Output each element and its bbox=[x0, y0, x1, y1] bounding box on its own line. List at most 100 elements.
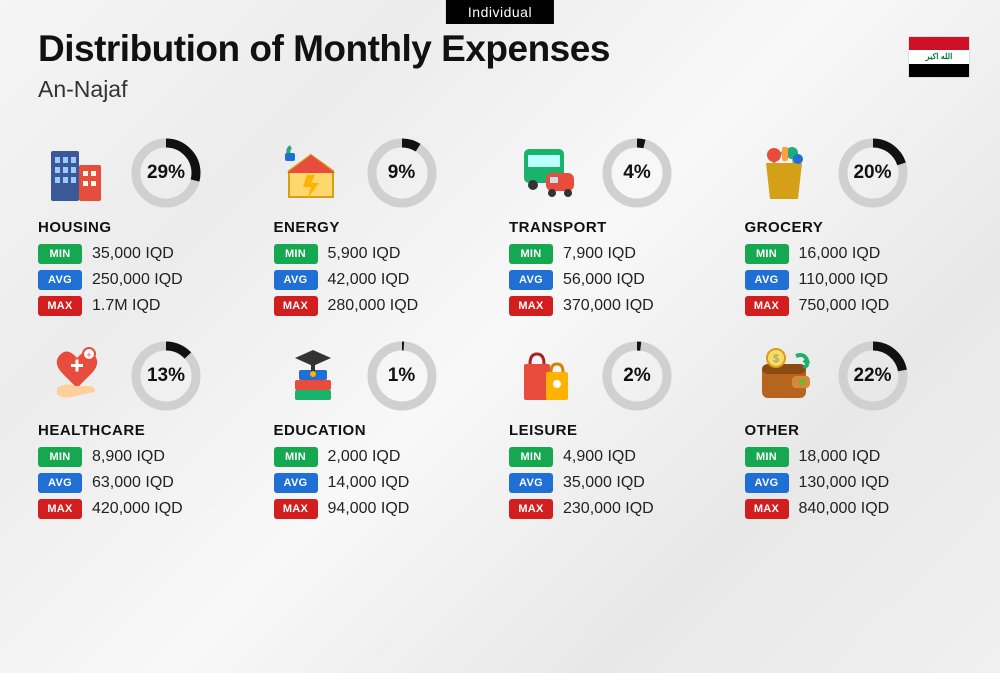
stat-row-max: MAX 1.7M IQD bbox=[38, 296, 256, 316]
avg-value: 35,000 IQD bbox=[563, 474, 645, 492]
max-tag: MAX bbox=[509, 499, 553, 519]
category-grid: 29%HOUSINGMIN35,000 IQDAVG250,000 IQDMAX… bbox=[0, 111, 1000, 519]
stat-row-avg: AVG 56,000 IQD bbox=[509, 270, 727, 290]
category-card-leisure: 2% LEISURE MIN 4,900 IQD AVG 35,000 IQD MAX 230… bbox=[509, 338, 727, 519]
avg-tag: AVG bbox=[38, 270, 82, 290]
min-value: 35,000 IQD bbox=[92, 245, 174, 263]
percent-value: 1% bbox=[366, 340, 438, 412]
stat-row-min: MIN 2,000 IQD bbox=[274, 447, 492, 467]
stat-row-avg: AVG110,000 IQD bbox=[745, 270, 963, 290]
avg-value: 56,000 IQD bbox=[563, 271, 645, 289]
percent-donut: 1% bbox=[366, 340, 438, 412]
max-tag: MAX bbox=[509, 296, 553, 316]
stat-row-min: MIN 4,900 IQD bbox=[509, 447, 727, 467]
category-card-housing: 29% HOUSING MIN35,000 IQD AVG 250,000 IQD MAX… bbox=[38, 135, 256, 316]
max-value: 230,000 IQD bbox=[563, 500, 654, 518]
stats-list: MIN 2,000 IQD AVG 14,000 IQD MAX94,000 IQD bbox=[274, 447, 492, 519]
energy-house-icon bbox=[274, 137, 352, 209]
max-value: 420,000 IQD bbox=[92, 500, 183, 518]
shopping-bags-icon bbox=[509, 340, 587, 412]
percent-donut: 13% bbox=[130, 340, 202, 412]
category-card-energy: 9% ENERGY MIN5,900 IQD AVG 42,000 IQD MAX280,… bbox=[274, 135, 492, 316]
min-tag: MIN bbox=[509, 447, 553, 467]
category-name: ENERGY bbox=[274, 219, 492, 236]
stat-row-avg: AVG63,000 IQD bbox=[38, 473, 256, 493]
stat-row-min: MIN5,900 IQD bbox=[274, 244, 492, 264]
svg-text:+: + bbox=[86, 350, 91, 360]
avg-tag: AVG bbox=[745, 473, 789, 493]
min-value: 16,000 IQD bbox=[799, 245, 881, 263]
stat-row-max: MAX 840,000 IQD bbox=[745, 499, 963, 519]
min-value: 2,000 IQD bbox=[328, 448, 401, 466]
max-tag: MAX bbox=[745, 296, 789, 316]
percent-value: 4% bbox=[601, 137, 673, 209]
category-name: OTHER bbox=[745, 422, 963, 439]
percent-value: 22% bbox=[837, 340, 909, 412]
buildings-icon bbox=[38, 137, 116, 209]
category-name: HOUSING bbox=[38, 219, 256, 236]
stat-row-max: MAX 230,000 IQD bbox=[509, 499, 727, 519]
percent-value: 29% bbox=[130, 137, 202, 209]
percent-value: 20% bbox=[837, 137, 909, 209]
stats-list: MIN5,900 IQD AVG 42,000 IQD MAX280,000 IQD bbox=[274, 244, 492, 316]
stat-row-min: MIN16,000 IQD bbox=[745, 244, 963, 264]
percent-donut: 4% bbox=[601, 137, 673, 209]
category-name: LEISURE bbox=[509, 422, 727, 439]
avg-value: 250,000 IQD bbox=[92, 271, 183, 289]
max-tag: MAX bbox=[38, 499, 82, 519]
min-tag: MIN bbox=[274, 244, 318, 264]
heart-hand-icon: + bbox=[38, 340, 116, 412]
max-tag: MAX bbox=[274, 296, 318, 316]
max-tag: MAX bbox=[745, 499, 789, 519]
max-value: 1.7M IQD bbox=[92, 297, 160, 315]
avg-value: 14,000 IQD bbox=[328, 474, 410, 492]
bus-car-icon bbox=[509, 137, 587, 209]
min-value: 8,900 IQD bbox=[92, 448, 165, 466]
stat-row-max: MAX 750,000 IQD bbox=[745, 296, 963, 316]
max-value: 750,000 IQD bbox=[799, 297, 890, 315]
books-cap-icon bbox=[274, 340, 352, 412]
min-value: 4,900 IQD bbox=[563, 448, 636, 466]
avg-tag: AVG bbox=[274, 270, 318, 290]
min-tag: MIN bbox=[509, 244, 553, 264]
category-name: GROCERY bbox=[745, 219, 963, 236]
stat-row-avg: AVG 35,000 IQD bbox=[509, 473, 727, 493]
avg-tag: AVG bbox=[509, 270, 553, 290]
category-card-other: $22%OTHERMIN18,000 IQDAVG130,000 IQDMAX8… bbox=[745, 338, 963, 519]
page-subtitle: An-Najaf bbox=[38, 76, 962, 103]
max-value: 840,000 IQD bbox=[799, 500, 890, 518]
stats-list: MIN16,000 IQD AVG110,000 IQD MAX 750,000 IQ… bbox=[745, 244, 963, 316]
avg-value: 130,000 IQD bbox=[799, 474, 890, 492]
category-card-education: 1% EDUCATION MIN 2,000 IQD AVG 14,000 IQD MAX9… bbox=[274, 338, 492, 519]
min-tag: MIN bbox=[745, 447, 789, 467]
percent-value: 13% bbox=[130, 340, 202, 412]
stat-row-avg: AVG 42,000 IQD bbox=[274, 270, 492, 290]
stat-row-avg: AVG 130,000 IQD bbox=[745, 473, 963, 493]
percent-value: 2% bbox=[601, 340, 673, 412]
stat-row-max: MAX94,000 IQD bbox=[274, 499, 492, 519]
avg-value: 42,000 IQD bbox=[328, 271, 410, 289]
avg-tag: AVG bbox=[38, 473, 82, 493]
wallet-icon: $ bbox=[745, 340, 823, 412]
min-tag: MIN bbox=[38, 447, 82, 467]
stats-list: MIN 4,900 IQD AVG 35,000 IQD MAX 230,000 IQD bbox=[509, 447, 727, 519]
percent-donut: 29% bbox=[130, 137, 202, 209]
header: Distribution of Monthly Expenses An-Naja… bbox=[0, 0, 1000, 111]
max-value: 94,000 IQD bbox=[328, 500, 410, 518]
percent-value: 9% bbox=[366, 137, 438, 209]
category-card-healthcare: +13%HEALTHCAREMIN8,900 IQDAVG63,000 IQDM… bbox=[38, 338, 256, 519]
max-tag: MAX bbox=[38, 296, 82, 316]
category-name: EDUCATION bbox=[274, 422, 492, 439]
stats-list: MIN18,000 IQDAVG130,000 IQDMAX840,000 IQ… bbox=[745, 447, 963, 519]
stat-row-max: MAX280,000 IQD bbox=[274, 296, 492, 316]
min-tag: MIN bbox=[274, 447, 318, 467]
percent-donut: 9% bbox=[366, 137, 438, 209]
page-title: Distribution of Monthly Expenses bbox=[38, 28, 962, 70]
stats-list: MIN35,000 IQD AVG 250,000 IQD MAX 1.7M IQD bbox=[38, 244, 256, 316]
avg-tag: AVG bbox=[509, 473, 553, 493]
stat-row-min: MIN35,000 IQD bbox=[38, 244, 256, 264]
iraq-flag-icon: الله اكبر bbox=[908, 36, 970, 78]
avg-tag: AVG bbox=[274, 473, 318, 493]
stat-row-min: MIN7,900 IQD bbox=[509, 244, 727, 264]
stat-row-avg: AVG 250,000 IQD bbox=[38, 270, 256, 290]
